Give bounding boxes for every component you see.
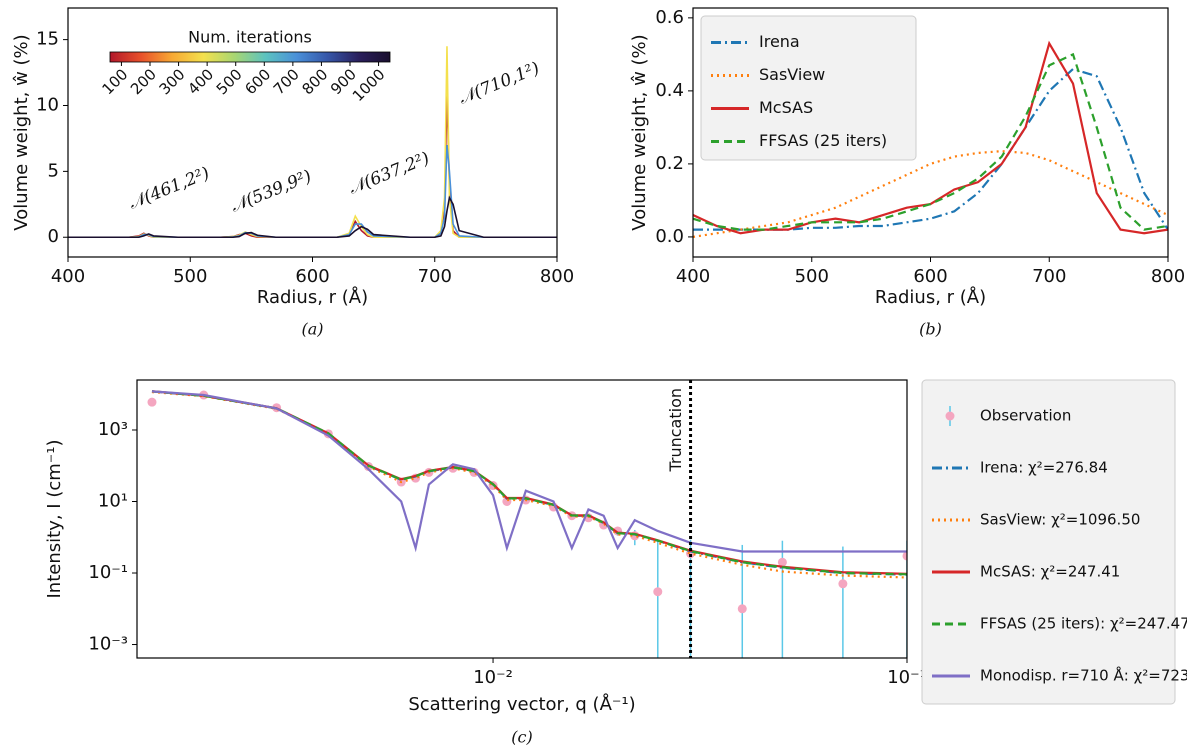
legend-box (700, 15, 917, 161)
x-tick-label: 800 (540, 266, 574, 287)
colorbar-tick-label: 700 (270, 65, 303, 98)
x-tick-label: 400 (676, 266, 710, 287)
series-line (693, 150, 1168, 239)
legend-label: Irena: χ²=276.84 (980, 459, 1108, 477)
annotation: 𝒩(461,2²) (126, 163, 212, 213)
y-tick-label: 0.4 (655, 80, 684, 101)
legend-label: SasView: χ²=1096.50 (980, 511, 1140, 529)
axes-frame (136, 379, 908, 659)
colorbar-tick-label: 100 (98, 65, 131, 98)
x-tick-label: 10⁻¹ (887, 667, 927, 688)
observation-point (902, 551, 907, 561)
y-axis-label: Volume weight, ŵ (%) (629, 34, 650, 230)
legend-label: McSAS: χ²=247.41 (980, 563, 1120, 581)
legend-label: Observation (980, 407, 1071, 425)
panel: 400 500 600 700 800 0.0 0.2 0.4 0.6 Radius, r (Å)… (629, 7, 1185, 339)
panel-caption: (b) (919, 320, 942, 339)
series-line (151, 390, 907, 576)
x-tick-label: 800 (1151, 266, 1185, 287)
legend-swatch (945, 411, 955, 421)
panel-caption: (a) (301, 320, 323, 339)
colorbar-label: Num. iterations (188, 28, 312, 47)
panel: 10⁻² 10⁻¹ 10⁻³ 10⁻¹ 10¹ 10³ Scattering vector,… (44, 379, 1187, 747)
y-tick-label: 10³ (98, 419, 128, 440)
truncation-label: Truncation (666, 388, 685, 473)
x-tick-label: 700 (418, 266, 452, 287)
x-tick-label: 600 (295, 266, 329, 287)
colorbar-tick-label: 300 (156, 65, 189, 98)
panel-caption: (c) (511, 728, 532, 747)
series-line (151, 390, 907, 553)
annotation: 𝒩(637,2²) (346, 148, 432, 198)
axes-frame (692, 7, 1169, 258)
colorbar-tick-label: 1000 (349, 65, 389, 105)
y-axis-label: Intensity, I (cm⁻¹) (44, 439, 65, 598)
axes-frame (67, 7, 558, 258)
y-tick-label: 0.6 (655, 7, 684, 28)
colorbar (109, 51, 391, 63)
legend-label: FFSAS (25 iters): χ²=247.47 (980, 615, 1187, 633)
observation-point (737, 604, 747, 614)
legend-label: Irena (759, 32, 800, 51)
colorbar-tick-label: 800 (298, 65, 331, 98)
observation-point (838, 579, 848, 589)
legend-label: SasView (759, 65, 825, 84)
annotation: 𝒩(710,1²) (456, 58, 542, 108)
plot-area (147, 390, 907, 658)
annotation: 𝒩(539,9²) (228, 166, 314, 216)
y-tick-label: 0.0 (655, 226, 684, 247)
legend-label: Monodisp. r=710 Å: χ²=7231.79 (980, 666, 1187, 685)
y-tick-label: 10¹ (98, 491, 128, 512)
x-tick-label: 10⁻² (473, 667, 513, 688)
series-line (68, 195, 557, 239)
legend-label: FFSAS (25 iters) (759, 131, 887, 150)
colorbar-tick-label: 500 (213, 65, 246, 98)
y-tick-label: 10 (36, 94, 59, 115)
colorbar-tick-label: 600 (241, 65, 274, 98)
y-axis-label: Volume weight, ŵ (%) (11, 34, 32, 230)
series-line (151, 390, 907, 575)
x-axis-label: Scattering vector, q (Å⁻¹) (408, 693, 635, 715)
x-tick-label: 600 (913, 266, 947, 287)
x-tick-label: 400 (51, 266, 85, 287)
y-tick-label: 0 (48, 226, 59, 247)
legend-box (921, 379, 1176, 705)
y-tick-label: 10⁻³ (88, 634, 128, 655)
plot-area (68, 46, 557, 239)
series-line (68, 92, 557, 239)
colorbar-tick-label: 200 (127, 65, 160, 98)
plot-area (693, 40, 1168, 239)
colorbar-tick-label: 400 (184, 65, 217, 98)
series-line (693, 52, 1168, 231)
y-tick-label: 5 (48, 160, 59, 181)
x-axis-label: Radius, r (Å) (875, 286, 986, 308)
series-line (151, 390, 907, 579)
series-line (693, 67, 1168, 231)
y-tick-label: 10⁻¹ (88, 562, 128, 583)
legend-label: McSAS (759, 98, 813, 117)
x-tick-label: 500 (173, 266, 207, 287)
y-tick-label: 15 (36, 29, 59, 50)
x-tick-label: 700 (1032, 266, 1066, 287)
y-tick-label: 0.2 (655, 153, 684, 174)
observation-point (653, 587, 663, 597)
x-axis-label: Radius, r (Å) (257, 286, 368, 308)
series-line (151, 390, 907, 576)
observation-point (777, 557, 787, 567)
observation-point (147, 397, 157, 407)
x-tick-label: 500 (795, 266, 829, 287)
